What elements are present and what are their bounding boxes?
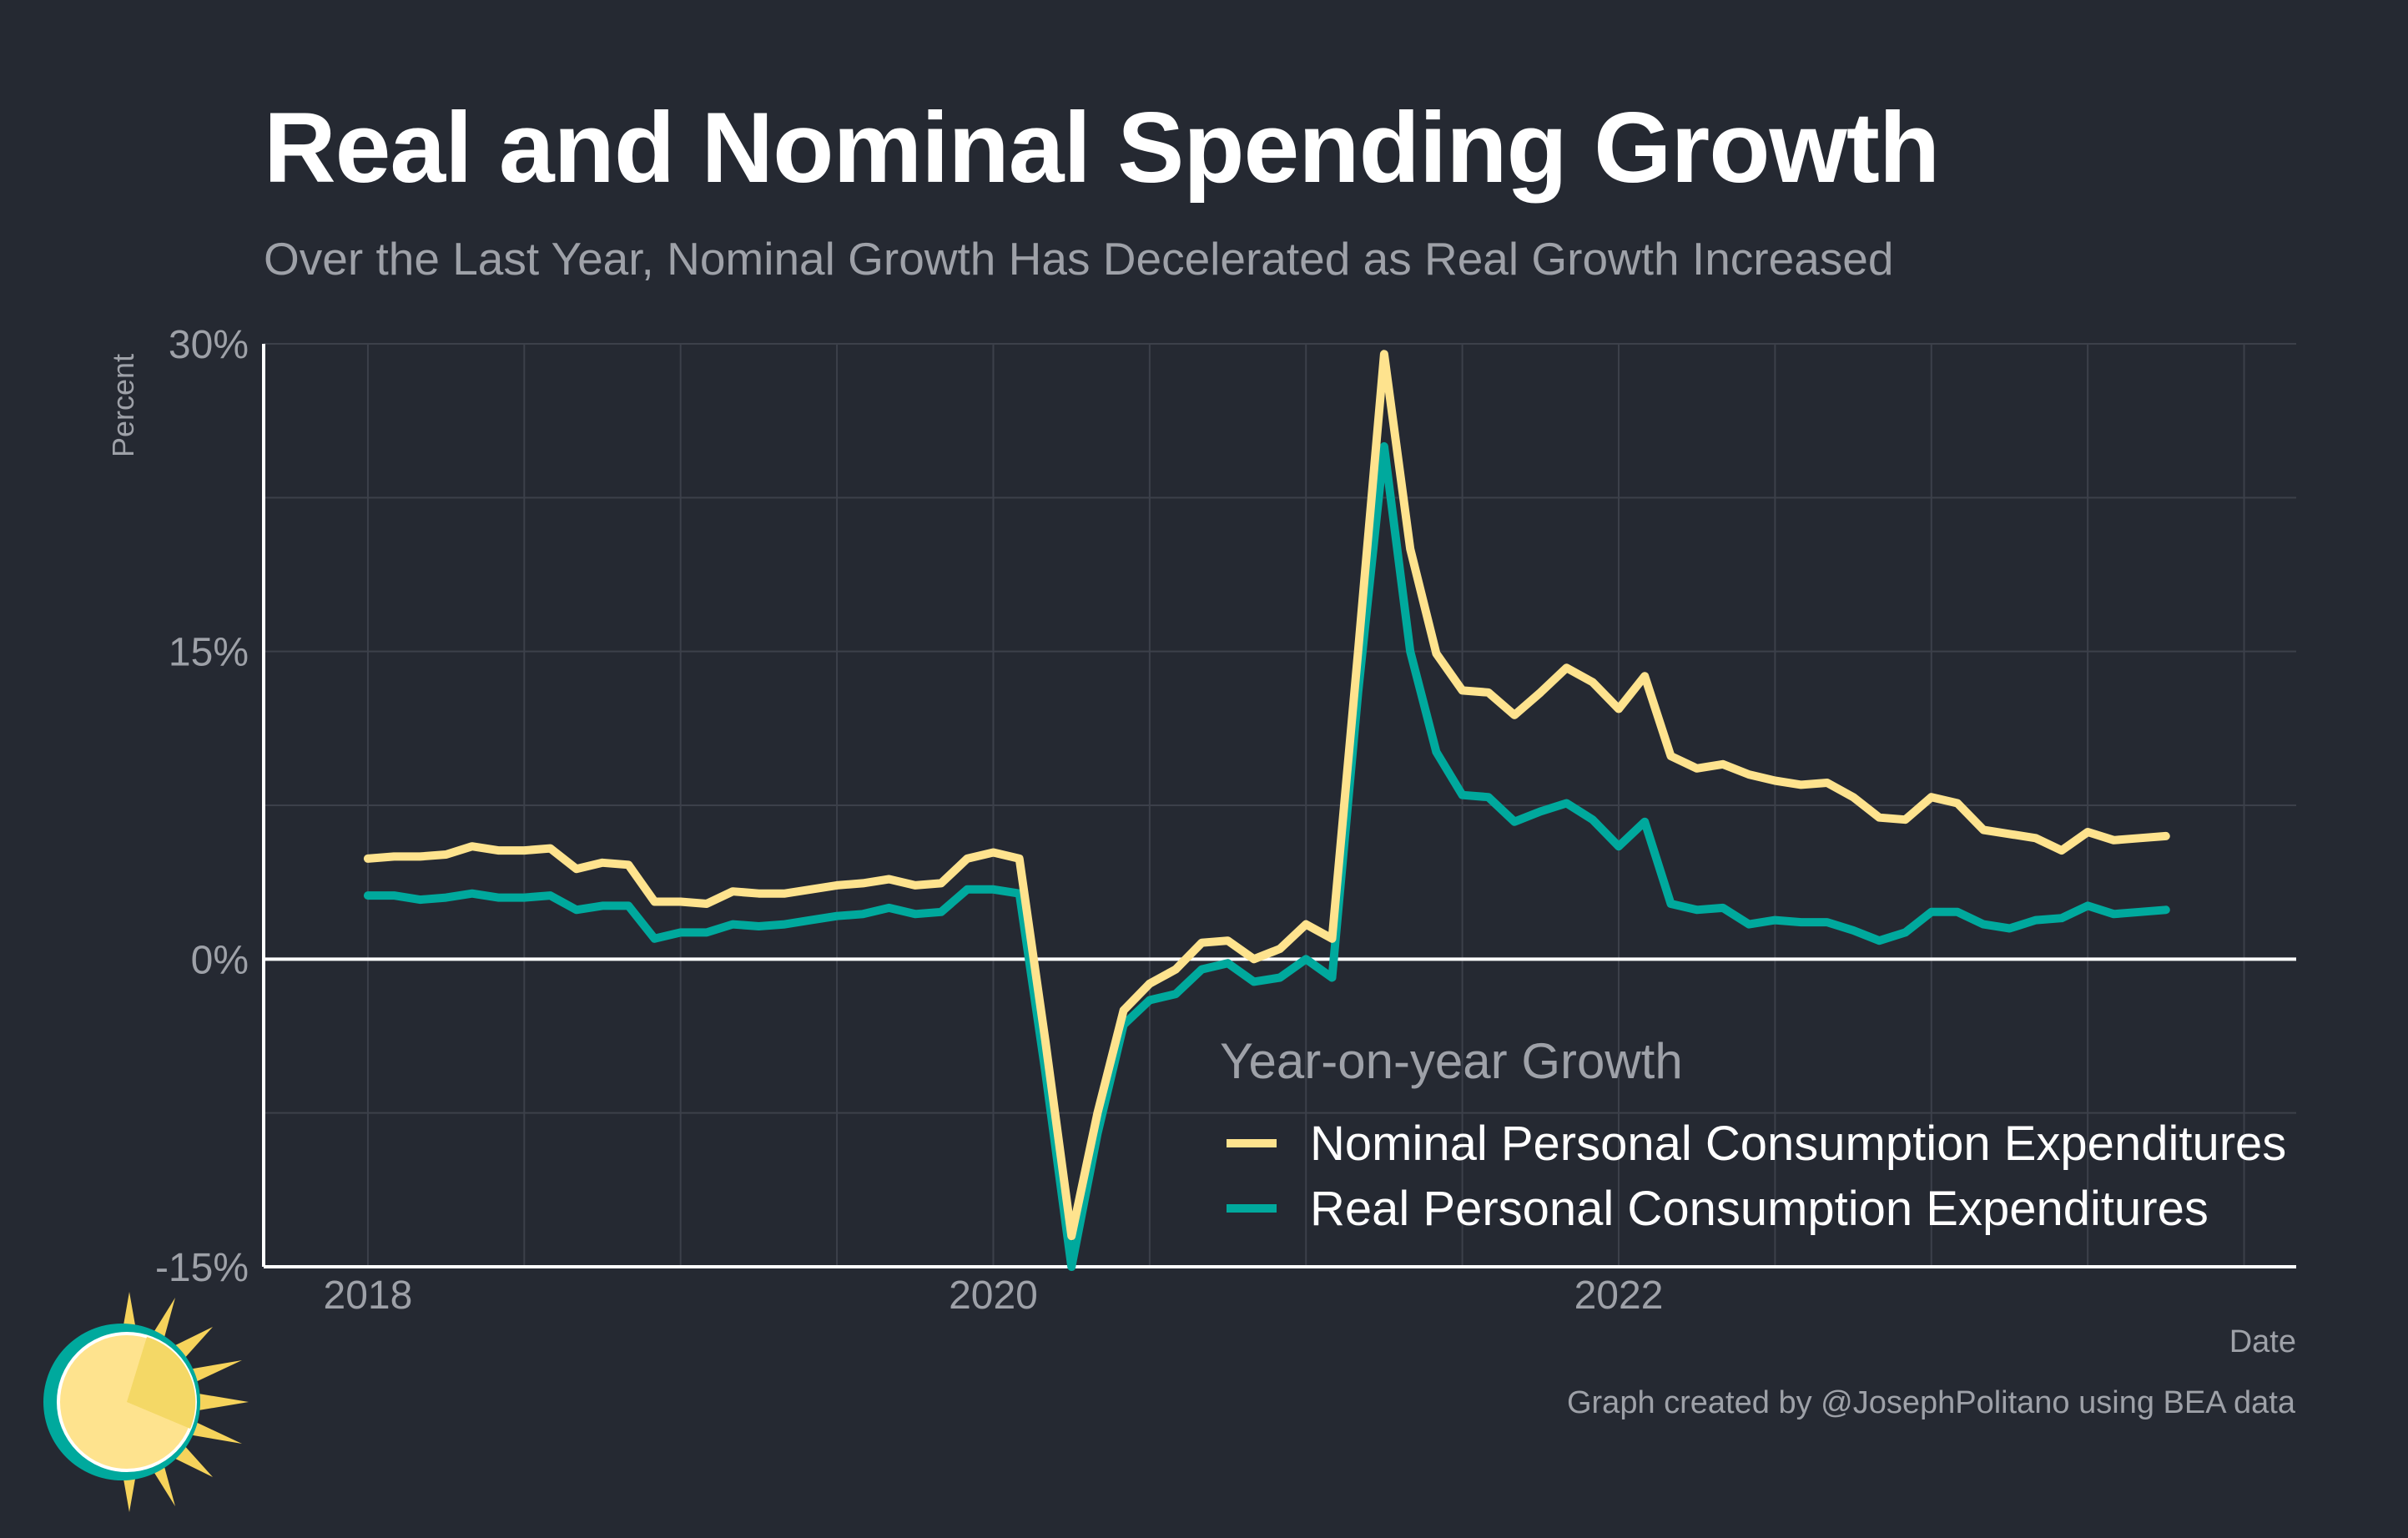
chart-subtitle: Over the Last Year, Nominal Growth Has D…	[264, 233, 1894, 285]
y-tick-label: 30%	[169, 323, 249, 367]
x-tick-label: 2018	[324, 1273, 413, 1318]
series	[363, 350, 2170, 1271]
legend-label-real: Real Personal Consumption Expenditures	[1310, 1182, 2209, 1236]
y-axis-ticks: 30% 15% 0% -15%	[155, 323, 249, 1290]
y-tick-label: 0%	[191, 938, 249, 982]
x-tick-label: 2022	[1574, 1273, 1664, 1318]
grid	[264, 343, 2296, 1268]
y-axis-label: Percent	[106, 354, 140, 457]
sun-icon	[43, 1292, 249, 1512]
series-line-nominal	[363, 350, 2170, 1241]
series-line-real	[363, 441, 2170, 1271]
source-caption: Graph created by @JosephPolitano using B…	[1566, 1385, 2295, 1420]
chart-title: Real and Nominal Spending Growth	[264, 92, 1940, 204]
x-axis-label: Date	[2229, 1324, 2296, 1359]
legend: Year-on-year Growth Nominal Personal Con…	[1220, 1033, 2286, 1236]
y-tick-label: -15%	[155, 1246, 249, 1290]
y-tick-label: 15%	[169, 631, 249, 675]
x-tick-label: 2020	[949, 1273, 1038, 1318]
legend-title: Year-on-year Growth	[1220, 1033, 1683, 1089]
legend-label-nominal: Nominal Personal Consumption Expenditure…	[1310, 1117, 2286, 1171]
x-axis-ticks: 2018 2020 2022	[324, 1273, 1664, 1318]
axes	[262, 344, 2296, 1268]
